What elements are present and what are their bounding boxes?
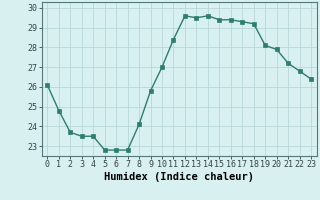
X-axis label: Humidex (Indice chaleur): Humidex (Indice chaleur) <box>104 172 254 182</box>
